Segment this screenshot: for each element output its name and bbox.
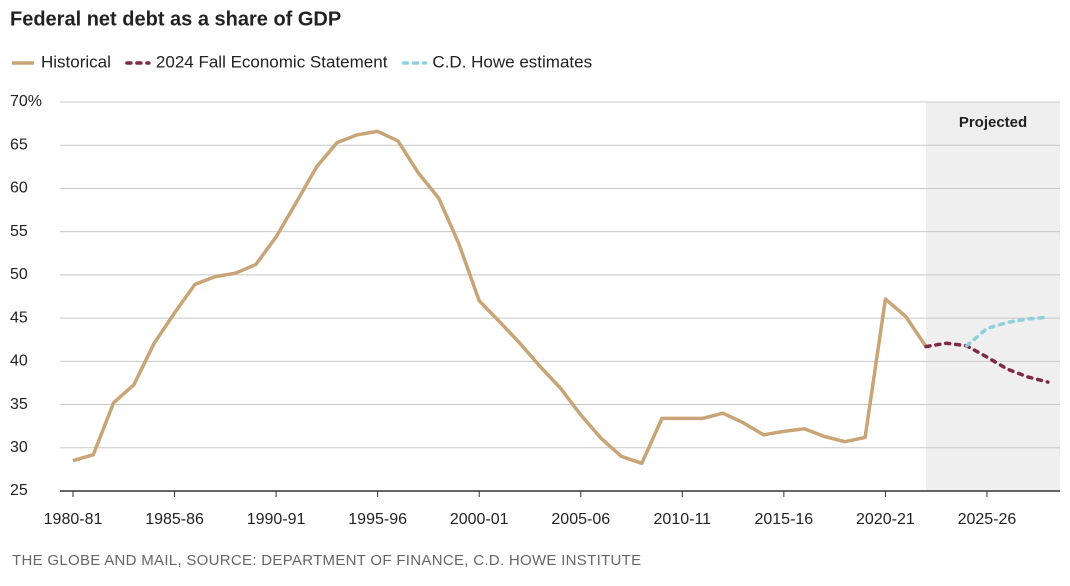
x-tick-label: 1980-81 bbox=[44, 511, 103, 528]
y-tick-label: 35 bbox=[10, 396, 28, 413]
x-tick-label: 2010-11 bbox=[654, 511, 712, 528]
x-tick-label: 2025-26 bbox=[958, 511, 1017, 528]
x-tick-label: 2000-01 bbox=[450, 511, 509, 528]
y-tick-label: 70% bbox=[10, 93, 42, 110]
projected-region bbox=[926, 102, 1060, 491]
legend-label: C.D. Howe estimates bbox=[432, 52, 592, 71]
chart-title: Federal net debt as a share of GDP bbox=[10, 8, 341, 30]
x-tick-label: 2005-06 bbox=[551, 511, 610, 528]
data-line bbox=[924, 341, 1050, 384]
data-line bbox=[964, 315, 1050, 348]
x-tick-label: 2020-21 bbox=[856, 511, 915, 528]
y-tick-label: 45 bbox=[10, 309, 28, 326]
x-tick-label: 2015-16 bbox=[754, 511, 813, 528]
source-note: THE GLOBE AND MAIL, SOURCE: DEPARTMENT O… bbox=[12, 552, 641, 569]
legend-label: 2024 Fall Economic Statement bbox=[156, 52, 388, 71]
y-tick-label: 25 bbox=[10, 482, 28, 499]
data-line bbox=[72, 129, 928, 466]
y-tick-label: 65 bbox=[10, 136, 28, 153]
x-tick-label: 1995-96 bbox=[348, 511, 407, 528]
y-tick-label: 55 bbox=[10, 223, 28, 240]
y-tick-label: 40 bbox=[10, 353, 28, 370]
legend: Historical 2024 Fall Economic Statement C.… bbox=[12, 52, 592, 71]
y-tick-label: 30 bbox=[10, 439, 28, 456]
y-tick-label: 50 bbox=[10, 266, 28, 283]
projected-label: Projected bbox=[959, 114, 1027, 131]
x-tick-label: 1990-91 bbox=[247, 511, 306, 528]
legend-label: Historical bbox=[41, 52, 111, 71]
x-tick-label: 1985-86 bbox=[145, 511, 204, 528]
y-tick-label: 60 bbox=[10, 180, 28, 197]
